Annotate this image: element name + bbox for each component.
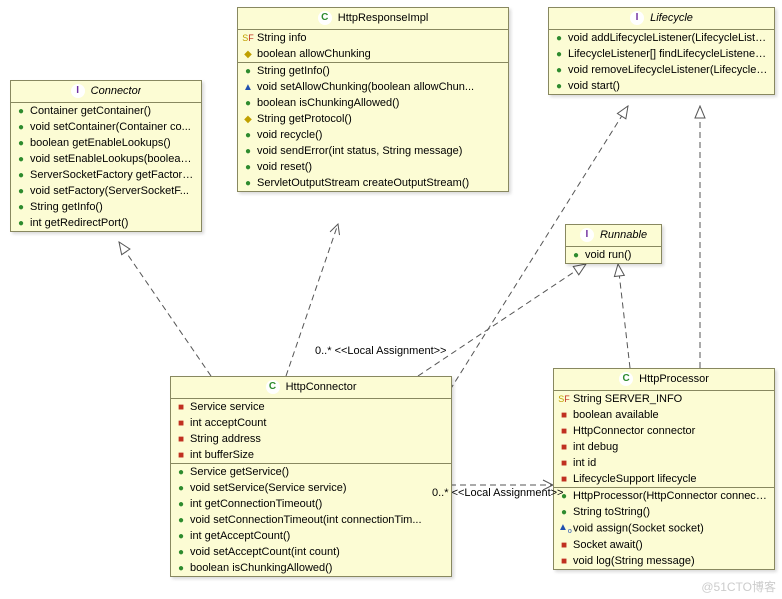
member-row: ■Socket await() [554, 537, 774, 553]
member-row: ◆boolean allowChunking [238, 46, 508, 62]
class-title: I Runnable [566, 225, 661, 247]
member-row: ▲void setAllowChunking(boolean allowChun… [238, 79, 508, 95]
member-row: ■int debug [554, 439, 774, 455]
class-connector: I Connector●Container getContainer()●voi… [10, 80, 202, 232]
member-row: ●Container getContainer() [11, 103, 201, 119]
member-row: ●String toString() [554, 504, 774, 520]
member-row: ■int bufferSize [171, 447, 451, 463]
edge-httpConnector-connector [119, 242, 211, 376]
class-httpConnector: C HttpConnector■Service service■int acce… [170, 376, 452, 577]
member-row: ●void sendError(int status, String messa… [238, 143, 508, 159]
member-row: ●String getInfo() [238, 63, 508, 79]
member-row: ■int id [554, 455, 774, 471]
member-row: ■LifecycleSupport lifecycle [554, 471, 774, 487]
watermark: @51CTO博客 [701, 578, 776, 595]
member-row: ■HttpConnector connector [554, 423, 774, 439]
member-row: ●void setService(Service service) [171, 480, 451, 496]
class-section: SFString SERVER_INFO■boolean available■H… [554, 391, 774, 488]
class-lifecycle: I Lifecycle●void addLifecycleListener(Li… [548, 7, 775, 95]
member-row: ■void log(String message) [554, 553, 774, 569]
member-row: ●String getInfo() [11, 199, 201, 215]
member-row: ●ServletOutputStream createOutputStream(… [238, 175, 508, 191]
class-runnable: I Runnable●void run() [565, 224, 662, 264]
class-title: I Connector [11, 81, 201, 103]
member-row: ●LifecycleListener[] findLifecycleListen… [549, 46, 774, 62]
member-row: ●ServerSocketFactory getFactory() [11, 167, 201, 183]
member-row: ●int getConnectionTimeout() [171, 496, 451, 512]
member-row: ●void setConnectionTimeout(int connectio… [171, 512, 451, 528]
member-row: ●void setFactory(ServerSocketF... [11, 183, 201, 199]
member-row: ●HttpProcessor(HttpConnector connecto... [554, 488, 774, 504]
edge-httpConnector-runnable [418, 264, 586, 376]
class-title: C HttpProcessor [554, 369, 774, 391]
member-row: ●void setEnableLookups(boolean... [11, 151, 201, 167]
member-row: ●void removeLifecycleListener(LifecycleL… [549, 62, 774, 78]
class-title: C HttpResponseImpl [238, 8, 508, 30]
member-row: ■int acceptCount [171, 415, 451, 431]
member-row: ●void reset() [238, 159, 508, 175]
class-section: ●HttpProcessor(HttpConnector connecto...… [554, 488, 774, 569]
member-row: ▲ovoid assign(Socket socket) [554, 520, 774, 537]
class-httpProcessor: C HttpProcessorSFString SERVER_INFO■bool… [553, 368, 775, 570]
member-row: ●int getAcceptCount() [171, 528, 451, 544]
member-row: ●boolean isChunkingAllowed() [171, 560, 451, 576]
member-row: SFString info [238, 30, 508, 46]
member-row: ●Service getService() [171, 464, 451, 480]
member-row: ■boolean available [554, 407, 774, 423]
class-section: ●String getInfo()▲void setAllowChunking(… [238, 63, 508, 191]
edge-label: 0..* <<Local Assignment>> [315, 345, 446, 357]
member-row: ●int getRedirectPort() [11, 215, 201, 231]
member-row: ●void setContainer(Container co... [11, 119, 201, 135]
member-row: ●void recycle() [238, 127, 508, 143]
class-section: ●Container getContainer()●void setContai… [11, 103, 201, 231]
edge-httpProcessor-runnable [618, 264, 630, 368]
member-row: SFString SERVER_INFO [554, 391, 774, 407]
class-section: ●void run() [566, 247, 661, 263]
class-section: SFString info◆boolean allowChunking [238, 30, 508, 63]
member-row: ●void start() [549, 78, 774, 94]
member-row: ●void run() [566, 247, 661, 263]
class-title: I Lifecycle [549, 8, 774, 30]
member-row: ■String address [171, 431, 451, 447]
class-title: C HttpConnector [171, 377, 451, 399]
class-section: ●Service getService()●void setService(Se… [171, 464, 451, 576]
member-row: ●void addLifecycleListener(LifecycleList… [549, 30, 774, 46]
edge-label: 0..* <<Local Assignment>> [432, 487, 563, 499]
member-row: ●void setAcceptCount(int count) [171, 544, 451, 560]
class-section: ■Service service■int acceptCount■String … [171, 399, 451, 464]
member-row: ●boolean isChunkingAllowed() [238, 95, 508, 111]
member-row: ●boolean getEnableLookups() [11, 135, 201, 151]
member-row: ■Service service [171, 399, 451, 415]
class-section: ●void addLifecycleListener(LifecycleList… [549, 30, 774, 94]
member-row: ◆String getProtocol() [238, 111, 508, 127]
class-httpResponseImpl: C HttpResponseImplSFString info◆boolean … [237, 7, 509, 192]
